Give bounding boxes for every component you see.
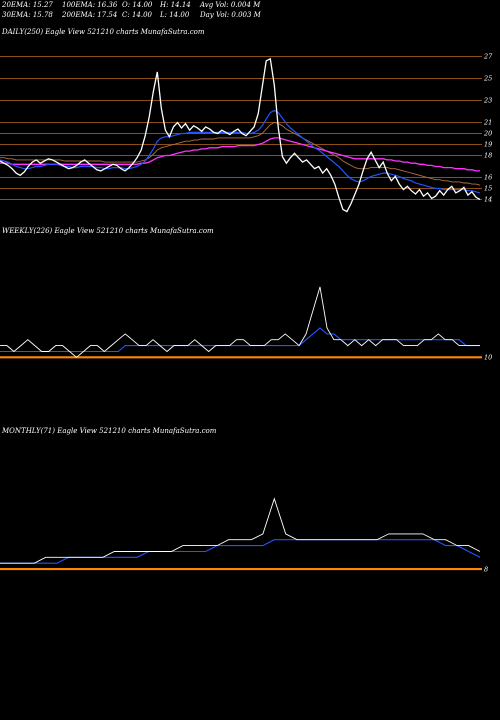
y-tick-label: 16 — [484, 174, 492, 182]
ema-blue-line — [0, 327, 480, 353]
y-tick-label: 14 — [484, 196, 492, 204]
ema-brown-line — [0, 122, 481, 186]
y-tick-label: 21 — [483, 119, 492, 127]
daily-chart: 27 25 23 21 20 19 18 16 15 14 — [0, 53, 493, 213]
close-readout: C: 14.00 — [122, 11, 152, 19]
y-tick-label: 10 — [484, 354, 492, 362]
y-tick-label: 27 — [483, 53, 493, 61]
y-tick-label: 15 — [484, 185, 492, 193]
y-tick-label: 19 — [484, 141, 492, 149]
ema-magenta-line — [0, 137, 480, 172]
ema20-readout: 20EMA: 15.27 — [2, 1, 53, 9]
price-line — [0, 57, 481, 213]
low-readout: L: 14.00 — [160, 11, 190, 19]
open-readout: O: 14.00 — [122, 1, 153, 9]
y-tick-label: 25 — [483, 75, 492, 83]
weekly-chart: 10 — [0, 286, 492, 362]
ema-blue-line — [0, 539, 481, 564]
monthly-chart-title: MONTHLY(71) Eagle View 521210 charts Mun… — [2, 427, 217, 435]
y-tick-label: 18 — [484, 152, 492, 160]
ema-blue-line — [0, 109, 481, 194]
weekly-chart-title: WEEKLY(226) Eagle View 521210 charts Mun… — [2, 227, 214, 235]
price-line — [0, 497, 481, 564]
y-tick-label: 23 — [483, 97, 492, 105]
avg-volume-readout: Avg Vol: 0.004 M — [200, 1, 261, 9]
y-tick-label: 20 — [483, 130, 492, 138]
price-line — [0, 286, 480, 358]
daily-chart-title: DAILY(250) Eagle View 521210 charts Muna… — [2, 28, 205, 36]
day-volume-readout: Day Vol: 0.003 M — [200, 11, 261, 19]
high-readout: H: 14.14 — [160, 1, 191, 9]
ema200-readout: 200EMA: 17.54 — [62, 11, 118, 19]
y-tick-label: 8 — [484, 565, 488, 573]
ema30-readout: 30EMA: 15.78 — [2, 11, 53, 19]
monthly-chart: 8 — [0, 497, 488, 573]
ema100-readout: 100EMA: 16.36 — [62, 1, 118, 9]
